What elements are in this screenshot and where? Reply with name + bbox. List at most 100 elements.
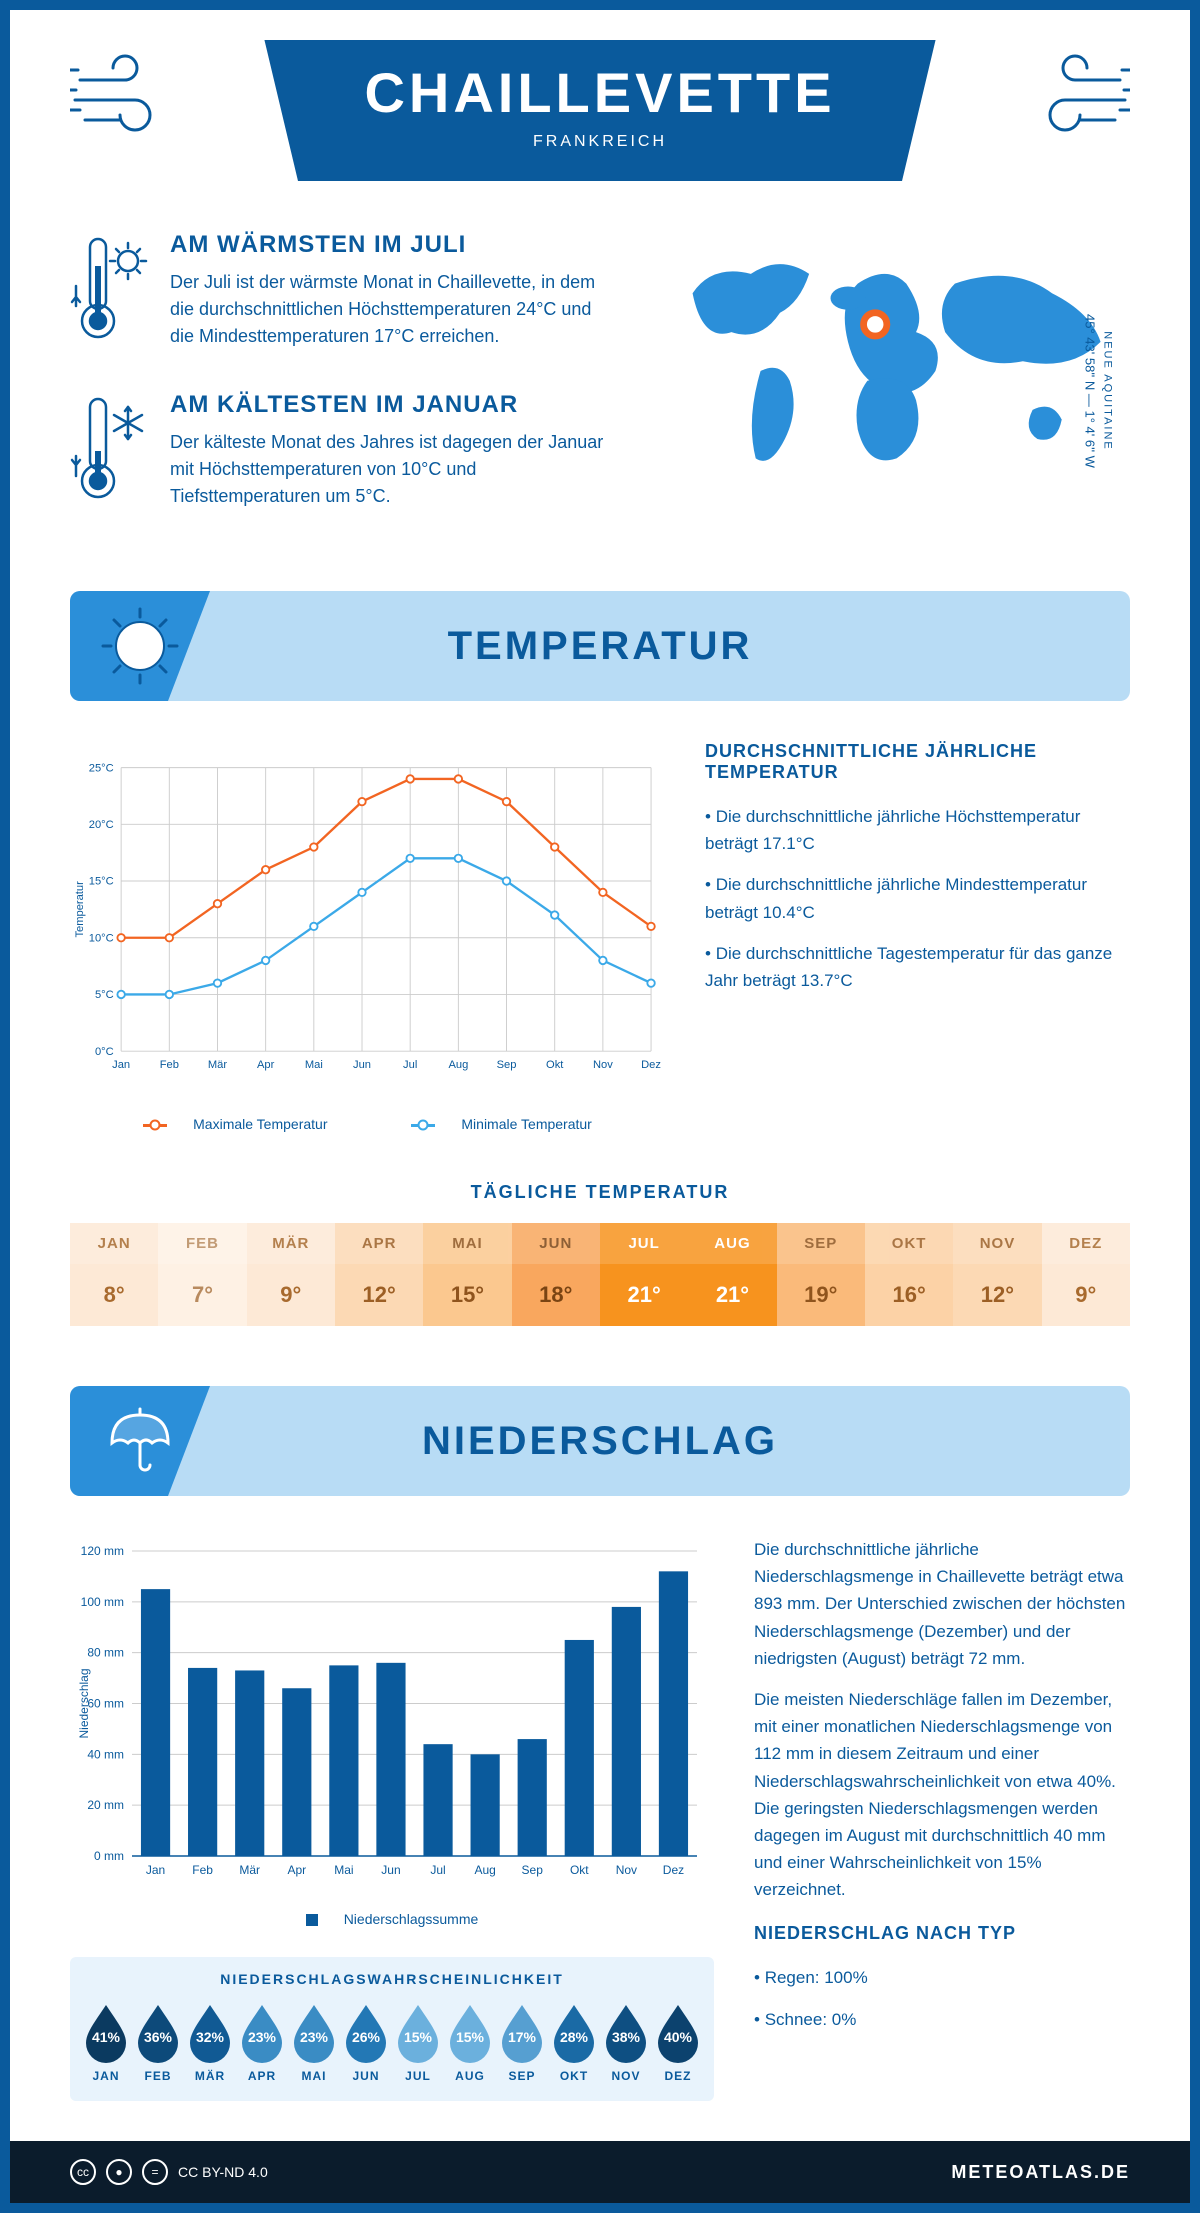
- svg-text:20°C: 20°C: [89, 819, 114, 831]
- prob-drop: 38%NOV: [600, 2001, 652, 2083]
- legend-max: Maximale Temperatur: [193, 1116, 327, 1132]
- coldest-text: Der kälteste Monat des Jahres ist dagege…: [170, 429, 604, 510]
- svg-text:Feb: Feb: [192, 1863, 213, 1877]
- svg-text:Sep: Sep: [522, 1863, 544, 1877]
- svg-text:100 mm: 100 mm: [81, 1595, 124, 1609]
- temp-legend: Maximale Temperatur Minimale Temperatur: [70, 1116, 665, 1132]
- page-title: CHAILLEVETTE: [364, 60, 835, 125]
- warmest-title: AM WÄRMSTEN IM JULI: [170, 231, 604, 259]
- svg-text:Jul: Jul: [403, 1059, 417, 1071]
- svg-text:120 mm: 120 mm: [81, 1544, 124, 1558]
- prob-drop: 40%DEZ: [652, 2001, 704, 2083]
- svg-text:Feb: Feb: [160, 1059, 179, 1071]
- svg-text:5°C: 5°C: [95, 989, 114, 1001]
- coordinates: NEUE AQUITAINE 45° 43' 58'' N — 1° 4' 6'…: [1083, 314, 1114, 468]
- precip-prob-title: NIEDERSCHLAGSWAHRSCHEINLICHKEIT: [80, 1971, 704, 1987]
- legend-min: Minimale Temperatur: [461, 1116, 591, 1132]
- svg-text:25°C: 25°C: [89, 762, 114, 774]
- temp-banner: TEMPERATUR: [70, 591, 1130, 701]
- precip-text2: Die meisten Niederschläge fallen im Deze…: [754, 1686, 1130, 1904]
- prob-drop: 36%FEB: [132, 2001, 184, 2083]
- footer: cc ● = CC BY-ND 4.0 METEOATLAS.DE: [10, 2141, 1190, 2203]
- coldest-block: AM KÄLTESTEN IM JANUAR Der kälteste Mona…: [70, 391, 604, 516]
- page: CHAILLEVETTE FRANKREICH AM WÄRMSTEN IM J…: [0, 0, 1200, 2213]
- temp-table-col: JUL21°: [600, 1223, 688, 1326]
- sun-icon: [70, 591, 210, 701]
- umbrella-icon: [70, 1386, 210, 1496]
- svg-text:Apr: Apr: [257, 1059, 275, 1071]
- precip-types: Regen: 100% Schnee: 0%: [754, 1964, 1130, 2032]
- page-subtitle: FRANKREICH: [364, 133, 835, 151]
- svg-text:Jun: Jun: [381, 1863, 400, 1877]
- temp-bullet: Die durchschnittliche Tagestemperatur fü…: [705, 940, 1130, 994]
- svg-text:Mai: Mai: [305, 1059, 323, 1071]
- precip-prob-box: NIEDERSCHLAGSWAHRSCHEINLICHKEIT 41%JAN36…: [70, 1957, 714, 2101]
- temp-table-col: DEZ9°: [1042, 1223, 1130, 1326]
- precip-text1: Die durchschnittliche jährliche Niedersc…: [754, 1536, 1130, 1672]
- prob-drop: 17%SEP: [496, 2001, 548, 2083]
- svg-text:0°C: 0°C: [95, 1046, 114, 1058]
- svg-text:Aug: Aug: [448, 1059, 468, 1071]
- precip-side-text: Die durchschnittliche jährliche Niedersc…: [754, 1536, 1130, 2047]
- precip-type-item: Schnee: 0%: [754, 2006, 1130, 2033]
- prob-drop: 32%MÄR: [184, 2001, 236, 2083]
- precip-type-title: NIEDERSCHLAG NACH TYP: [754, 1923, 1130, 1944]
- license-text: CC BY-ND 4.0: [178, 2164, 268, 2180]
- temp-table-col: MAI15°: [423, 1223, 511, 1326]
- prob-drop: 26%JUN: [340, 2001, 392, 2083]
- svg-text:Apr: Apr: [287, 1863, 306, 1877]
- svg-text:60 mm: 60 mm: [87, 1697, 124, 1711]
- prob-drop: 41%JAN: [80, 2001, 132, 2083]
- temp-table-col: JAN8°: [70, 1223, 158, 1326]
- temp-section-title: TEMPERATUR: [210, 624, 1130, 669]
- site-name: METEOATLAS.DE: [951, 2162, 1130, 2183]
- precip-banner: NIEDERSCHLAG: [70, 1386, 1130, 1496]
- temp-table-col: OKT16°: [865, 1223, 953, 1326]
- temp-side-title: DURCHSCHNITTLICHE JÄHRLICHE TEMPERATUR: [705, 741, 1130, 783]
- precip-chart-row: 0 mm20 mm40 mm60 mm80 mm100 mm120 mmJanF…: [70, 1536, 1130, 2101]
- thermometer-cold-icon: [70, 391, 150, 516]
- temp-bullet: Die durchschnittliche jährliche Höchstte…: [705, 803, 1130, 857]
- svg-text:Jun: Jun: [353, 1059, 371, 1071]
- precip-drops: 41%JAN36%FEB32%MÄR23%APR23%MAI26%JUN15%J…: [80, 2001, 704, 2083]
- svg-text:Nov: Nov: [616, 1863, 637, 1877]
- temp-table-col: AUG21°: [688, 1223, 776, 1326]
- daily-temp-table: JAN8°FEB7°MÄR9°APR12°MAI15°JUN18°JUL21°A…: [70, 1223, 1130, 1326]
- title-band: CHAILLEVETTE FRANKREICH: [264, 40, 935, 181]
- svg-text:Sep: Sep: [497, 1059, 517, 1071]
- svg-text:Dez: Dez: [663, 1863, 684, 1877]
- svg-text:15°C: 15°C: [89, 876, 114, 888]
- by-icon: ●: [106, 2159, 132, 2185]
- temp-table-col: NOV12°: [953, 1223, 1041, 1326]
- header: CHAILLEVETTE FRANKREICH: [70, 10, 1130, 181]
- temp-chart-row: 0°C5°C10°C15°C20°C25°CJanFebMärAprMaiJun…: [70, 741, 1130, 1132]
- precip-legend: Niederschlagssumme: [70, 1911, 714, 1927]
- precip-bar-chart: 0 mm20 mm40 mm60 mm80 mm100 mm120 mmJanF…: [70, 1536, 714, 2101]
- wind-icon: [70, 50, 180, 145]
- temp-table-col: JUN18°: [512, 1223, 600, 1326]
- temp-line-chart: 0°C5°C10°C15°C20°C25°CJanFebMärAprMaiJun…: [70, 741, 665, 1132]
- license-block: cc ● = CC BY-ND 4.0: [70, 2159, 268, 2185]
- svg-text:Mär: Mär: [208, 1059, 227, 1071]
- temp-bullets: Die durchschnittliche jährliche Höchstte…: [705, 803, 1130, 994]
- svg-text:Jan: Jan: [146, 1863, 165, 1877]
- svg-text:80 mm: 80 mm: [87, 1646, 124, 1660]
- coldest-title: AM KÄLTESTEN IM JANUAR: [170, 391, 604, 419]
- warmest-block: AM WÄRMSTEN IM JULI Der Juli ist der wär…: [70, 231, 604, 356]
- svg-text:0 mm: 0 mm: [94, 1849, 124, 1863]
- prob-drop: 15%JUL: [392, 2001, 444, 2083]
- svg-text:Dez: Dez: [641, 1059, 661, 1071]
- temp-table-col: MÄR9°: [247, 1223, 335, 1326]
- wind-icon: [1020, 50, 1130, 145]
- prob-drop: 23%MAI: [288, 2001, 340, 2083]
- svg-text:Mai: Mai: [334, 1863, 353, 1877]
- svg-text:Nov: Nov: [593, 1059, 613, 1071]
- prob-drop: 23%APR: [236, 2001, 288, 2083]
- daily-temp-title: TÄGLICHE TEMPERATUR: [70, 1182, 1130, 1203]
- latlon-label: 45° 43' 58'' N — 1° 4' 6'' W: [1083, 314, 1098, 468]
- svg-text:Jul: Jul: [430, 1863, 445, 1877]
- precip-type-item: Regen: 100%: [754, 1964, 1130, 1991]
- temp-table-col: APR12°: [335, 1223, 423, 1326]
- precip-legend-label: Niederschlagssumme: [344, 1911, 479, 1927]
- warmest-text: Der Juli ist der wärmste Monat in Chaill…: [170, 269, 604, 350]
